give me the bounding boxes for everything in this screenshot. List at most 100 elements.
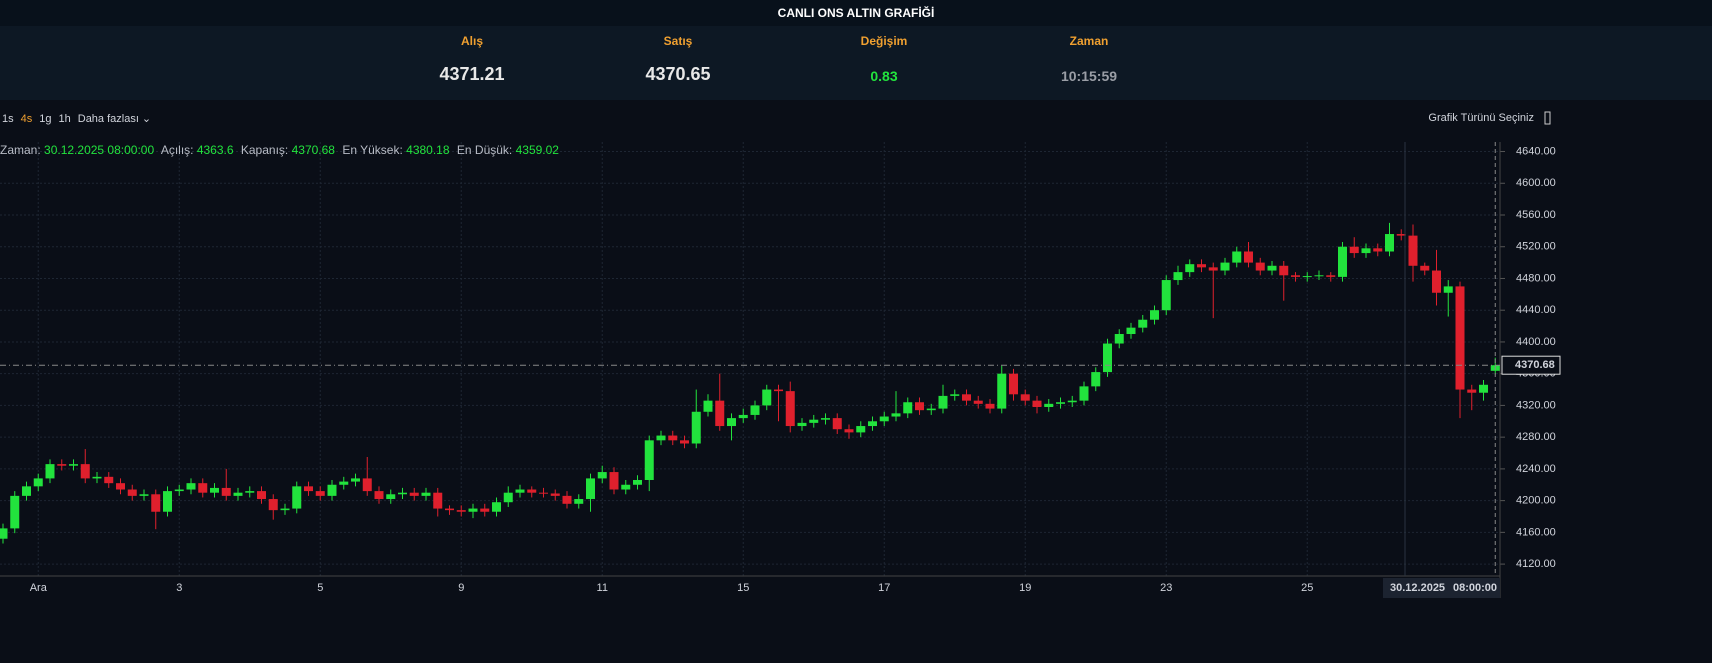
info-label: Kapanış: [240, 143, 289, 157]
candle-body [738, 414, 748, 419]
x-tick-label: 15 [737, 582, 749, 594]
candle-body [92, 476, 102, 479]
quote: Alış 4371.21 [392, 34, 552, 85]
candle-body [809, 419, 819, 423]
info-value: 4359.02 [515, 143, 559, 157]
quote: Değişim 0.83 [804, 34, 964, 84]
quote-value: 4370.65 [645, 64, 711, 84]
quote-value: 0.83 [870, 68, 898, 84]
y-tick-label: 4280.00 [1516, 431, 1556, 443]
candle-body [1067, 400, 1077, 403]
candle-body [268, 499, 278, 511]
candle-body [1220, 262, 1230, 271]
candle-body [398, 492, 407, 495]
candle-body [926, 408, 936, 411]
candle-body [1208, 267, 1218, 271]
candle-body [45, 464, 55, 479]
candle-body [127, 489, 137, 496]
candle-body [715, 400, 725, 427]
candle-body [750, 405, 760, 415]
candle-body [586, 478, 595, 500]
candle-body [1279, 265, 1289, 276]
y-tick-label: 4320.00 [1516, 399, 1556, 411]
x-tick-label: 5 [317, 582, 323, 594]
chart-type-button[interactable]: Grafik Türünü Seçiniz [1428, 112, 1534, 124]
candle-body [562, 495, 572, 504]
y-tick-label: 4600.00 [1516, 177, 1556, 189]
y-tick-label: 4640.00 [1516, 145, 1556, 157]
interval[interactable]: 1h [58, 113, 71, 125]
crosshair-date: 30.12.2025 [1390, 582, 1445, 594]
candle-body [515, 489, 525, 493]
candle-body [233, 492, 243, 496]
candle-body [492, 502, 501, 512]
quote-label: Zaman [1069, 34, 1109, 48]
candle-body [903, 402, 913, 414]
candle-body [1009, 373, 1018, 395]
candle-body [727, 418, 736, 427]
chart-type-icon [1544, 111, 1551, 125]
candle-body [10, 495, 20, 529]
candle-body [351, 478, 360, 482]
candle-body [1408, 235, 1418, 266]
y-tick-label: 4120.00 [1516, 558, 1556, 570]
candle-body [57, 464, 67, 466]
info-value: 4363.6 [196, 143, 234, 157]
candle-body [821, 418, 830, 420]
candle-body [22, 486, 31, 496]
candle-body [1432, 270, 1441, 293]
info-value: 4370.68 [291, 143, 335, 157]
quote-label: Satış [663, 34, 693, 48]
y-tick-label: 4160.00 [1516, 526, 1556, 538]
more-button[interactable]: Daha fazlası [77, 113, 139, 125]
candle-body [339, 481, 349, 485]
candle-body [621, 484, 631, 490]
candle-body [1302, 276, 1312, 278]
candle-body [80, 464, 90, 479]
candle-body [1056, 402, 1065, 404]
toolbar: 1s 4s 1g 1h Daha fazlası ⌄ [2, 112, 158, 125]
x-tick-label: 3 [176, 582, 182, 594]
candle-body [1479, 384, 1488, 393]
candle-body [1420, 265, 1430, 271]
candle-body [774, 389, 783, 392]
candle-body [480, 508, 490, 512]
candle-body [1314, 275, 1324, 277]
y-tick-label: 4560.00 [1516, 209, 1556, 221]
candle-body [104, 476, 114, 484]
candle-body [151, 494, 161, 512]
candle-body [1396, 234, 1406, 236]
candle-body [174, 489, 184, 492]
candle-body [762, 389, 772, 406]
interval[interactable]: 4s [20, 113, 33, 125]
info-label: En Yüksek: [342, 143, 403, 157]
info-value: 30.12.2025 08:00:00 [44, 143, 155, 157]
candle-body [421, 492, 431, 496]
candle-body [163, 491, 172, 512]
candle-body [280, 508, 290, 511]
candle-body [832, 418, 842, 430]
candle-body [856, 426, 866, 433]
candle-body [527, 489, 537, 493]
candle-body [1161, 280, 1171, 311]
candle-body [139, 494, 149, 496]
candle-body [950, 394, 960, 396]
y-tick-label: 4440.00 [1516, 304, 1556, 316]
candle-body [245, 491, 255, 493]
y-tick-label: 4240.00 [1516, 463, 1556, 475]
info-label: En Düşük: [456, 143, 513, 157]
candle-body [257, 491, 266, 500]
y-tick-label: 4200.00 [1516, 495, 1556, 507]
interval[interactable]: 1g [39, 113, 52, 125]
x-tick-label: 11 [597, 582, 608, 594]
info-value: 4380.18 [406, 143, 450, 157]
quote-value: 4371.21 [439, 64, 505, 84]
candle-body [1373, 248, 1383, 252]
candle-body [1385, 234, 1394, 252]
candle-body [609, 472, 619, 490]
candle-body [116, 483, 125, 490]
candle-body [997, 373, 1007, 409]
candle-body [985, 403, 995, 409]
x-tick-label: 25 [1301, 582, 1313, 594]
interval[interactable]: 1s [2, 113, 14, 125]
